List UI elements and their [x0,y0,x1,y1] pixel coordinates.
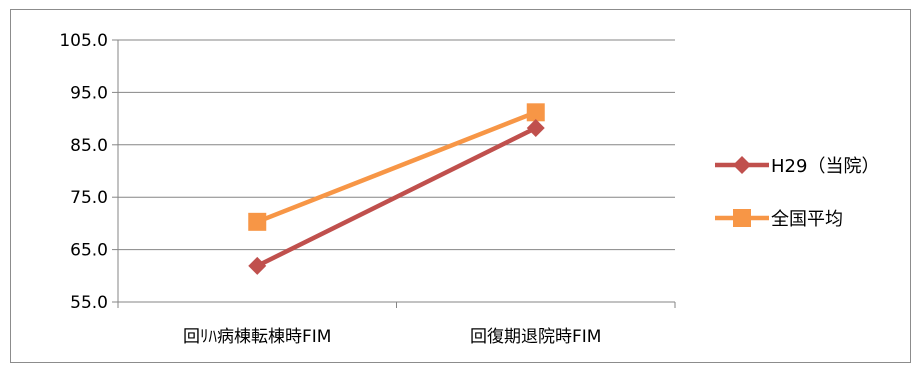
data-point [526,119,545,138]
y-tick-label: 65.0 [70,241,108,261]
series-2 [248,103,545,231]
series-1 [248,119,545,275]
x-axis-tick-labels: 回ﾘﾊ病棟転棟時FIM 回復期退院時FIM [183,327,601,347]
series-group [248,103,545,275]
chart-frame [10,9,911,363]
y-tick-label: 105.0 [59,31,108,51]
gridlines [118,39,675,303]
data-point [248,256,267,275]
legend-label: 全国平均 [771,209,843,230]
legend-item: H29（当院） [715,156,879,177]
y-tick-label: 85.0 [70,136,108,156]
y-tick-label: 55.0 [70,293,108,313]
data-point [248,212,267,231]
axes [112,39,676,308]
legend-item: 全国平均 [715,209,843,230]
series-line [256,110,537,224]
legend: H29（当院） 全国平均 [715,156,879,230]
x-tick-label: 回復期退院時FIM [470,327,601,347]
y-tick-label: 95.0 [70,83,108,103]
y-tick-label: 75.0 [70,188,108,208]
legend-marker [733,156,751,174]
y-axis-tick-labels: 55.0 65.0 75.0 85.0 95.0 105.0 [59,31,108,313]
legend-label: H29（当院） [771,156,879,177]
x-tick-label: 回ﾘﾊ病棟転棟時FIM [183,327,331,347]
data-point [526,103,545,122]
series-line [256,126,537,268]
legend-marker [733,209,751,227]
